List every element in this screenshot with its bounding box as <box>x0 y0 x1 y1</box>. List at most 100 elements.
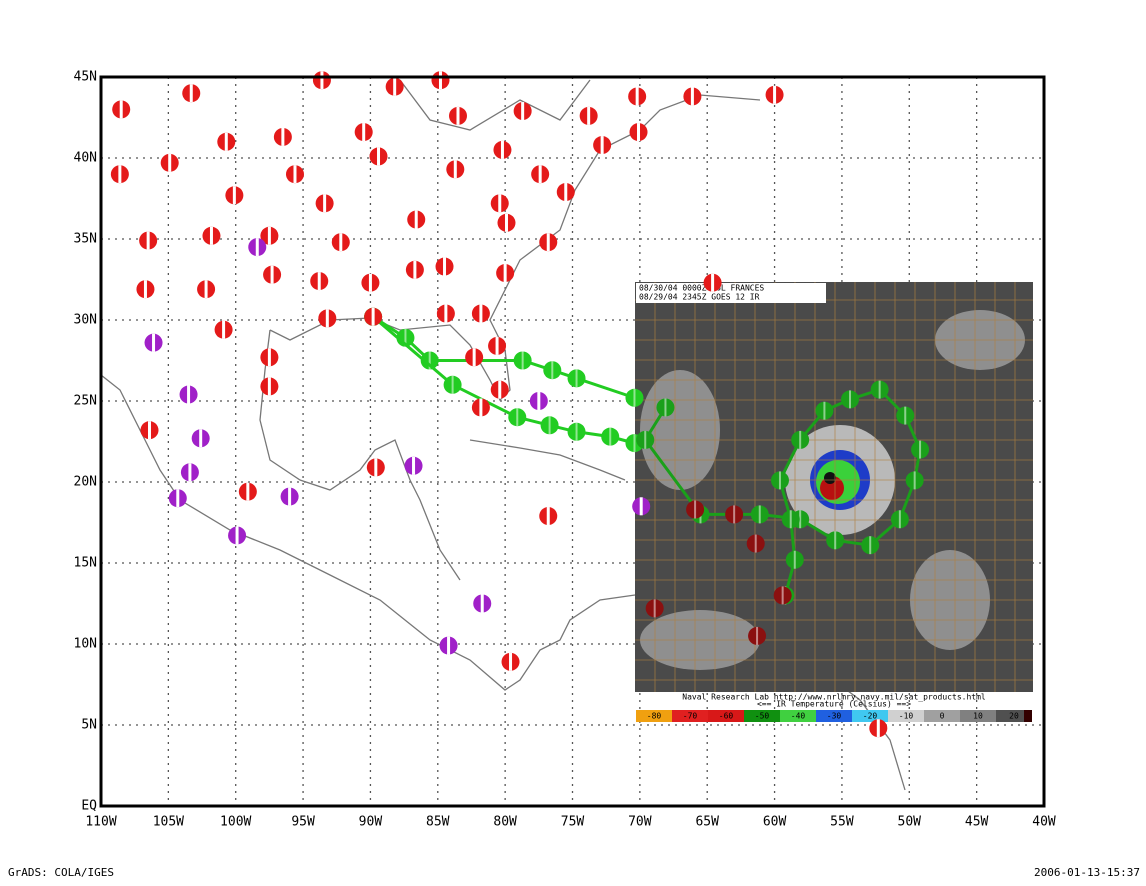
station-marker <box>160 153 179 172</box>
track-stripe <box>575 422 578 441</box>
track-marker <box>861 536 880 555</box>
station-marker <box>366 458 385 477</box>
station-marker <box>446 160 465 179</box>
track-stripe <box>733 505 736 524</box>
track-stripe <box>878 380 881 399</box>
station-marker <box>404 456 423 475</box>
colorbar-end <box>1024 710 1032 722</box>
station-marker <box>436 304 455 323</box>
marker-stripe <box>414 210 418 229</box>
colorbar-label: -40 <box>791 712 806 721</box>
marker-stripe <box>504 213 508 232</box>
inset-header-box <box>636 283 826 303</box>
track-stripe <box>404 328 407 347</box>
station-marker <box>361 273 380 292</box>
x-tick-label: 85W <box>426 815 450 830</box>
track-marker <box>443 375 462 394</box>
station-marker <box>180 463 199 482</box>
track-marker <box>601 427 620 446</box>
station-marker <box>260 377 279 396</box>
x-tick-label: 55W <box>830 815 854 830</box>
track-marker <box>636 430 655 449</box>
inset-footer: <== IR Temperature (Celsius) ==> <box>757 700 911 709</box>
station-marker <box>331 233 350 252</box>
track-stripe <box>834 531 837 550</box>
marker-stripe <box>187 385 191 404</box>
station-marker <box>488 336 507 355</box>
station-marker <box>683 87 702 106</box>
marker-stripe <box>176 489 180 508</box>
station-marker <box>431 71 450 90</box>
marker-stripe <box>317 272 321 291</box>
marker-stripe <box>255 238 259 257</box>
marker-stripe <box>152 333 156 352</box>
station-marker <box>179 385 198 404</box>
station-marker <box>140 421 159 440</box>
track-stripe <box>919 440 922 459</box>
station-marker <box>182 84 201 103</box>
inset-header: 08/29/04 2345Z GOES 12 IR <box>639 293 760 302</box>
marker-stripe <box>495 336 499 355</box>
x-tick-label: 70W <box>628 815 652 830</box>
station-marker <box>490 380 509 399</box>
y-tick-label: 20N <box>74 475 97 490</box>
track-stripe <box>758 505 761 524</box>
track-stripe <box>428 351 431 370</box>
marker-stripe <box>537 392 541 410</box>
colorbar-label: -60 <box>719 712 734 721</box>
marker-stripe <box>188 463 192 482</box>
colorbar-segment <box>960 710 996 722</box>
station-marker <box>112 100 131 119</box>
station-marker <box>285 165 304 184</box>
x-tick-label: 95W <box>291 815 315 830</box>
track-stripe <box>451 375 454 394</box>
station-marker <box>869 719 888 738</box>
marker-stripe <box>320 71 324 90</box>
track-marker <box>656 398 675 417</box>
marker-stripe <box>119 100 123 119</box>
station-marker <box>225 186 244 205</box>
track-marker <box>686 500 705 519</box>
footer-left: GrADS: COLA/IGES <box>8 866 114 879</box>
colorbar-segment <box>852 710 888 722</box>
marker-stripe <box>443 257 447 276</box>
marker-stripe <box>362 123 366 142</box>
track-marker <box>567 369 586 388</box>
station-marker <box>496 264 515 283</box>
marker-stripe <box>690 87 694 106</box>
station-marker <box>439 636 458 655</box>
x-tick-label: 45W <box>965 815 989 830</box>
station-marker <box>539 233 558 252</box>
x-tick-label: 100W <box>220 815 251 830</box>
track-marker <box>508 408 527 427</box>
marker-stripe <box>600 136 604 155</box>
track-stripe <box>778 471 781 490</box>
marker-stripe <box>538 165 542 184</box>
track-stripe <box>664 398 667 417</box>
track-stripe <box>823 401 826 420</box>
station-marker <box>513 102 532 121</box>
track-marker <box>625 388 644 407</box>
marker-stripe <box>456 106 460 125</box>
marker-stripe <box>521 102 525 121</box>
station-marker <box>556 183 575 202</box>
track-stripe <box>781 586 784 605</box>
marker-stripe <box>587 106 591 125</box>
track-stripe <box>633 434 636 453</box>
station-marker <box>490 194 509 213</box>
station-marker <box>529 392 548 410</box>
marker-stripe <box>168 153 172 172</box>
track-stripe <box>754 534 757 553</box>
colorbar-label: -70 <box>683 712 698 721</box>
x-tick-label: 60W <box>763 815 787 830</box>
colorbar-segment <box>996 710 1032 722</box>
track-stripe <box>904 406 907 425</box>
track-marker <box>770 471 789 490</box>
marker-stripe <box>293 165 297 184</box>
marker-stripe <box>546 507 550 526</box>
colorbar-label: -20 <box>863 712 878 721</box>
station-marker <box>312 71 331 90</box>
track-stripe <box>789 510 792 529</box>
marker-stripe <box>232 186 236 205</box>
